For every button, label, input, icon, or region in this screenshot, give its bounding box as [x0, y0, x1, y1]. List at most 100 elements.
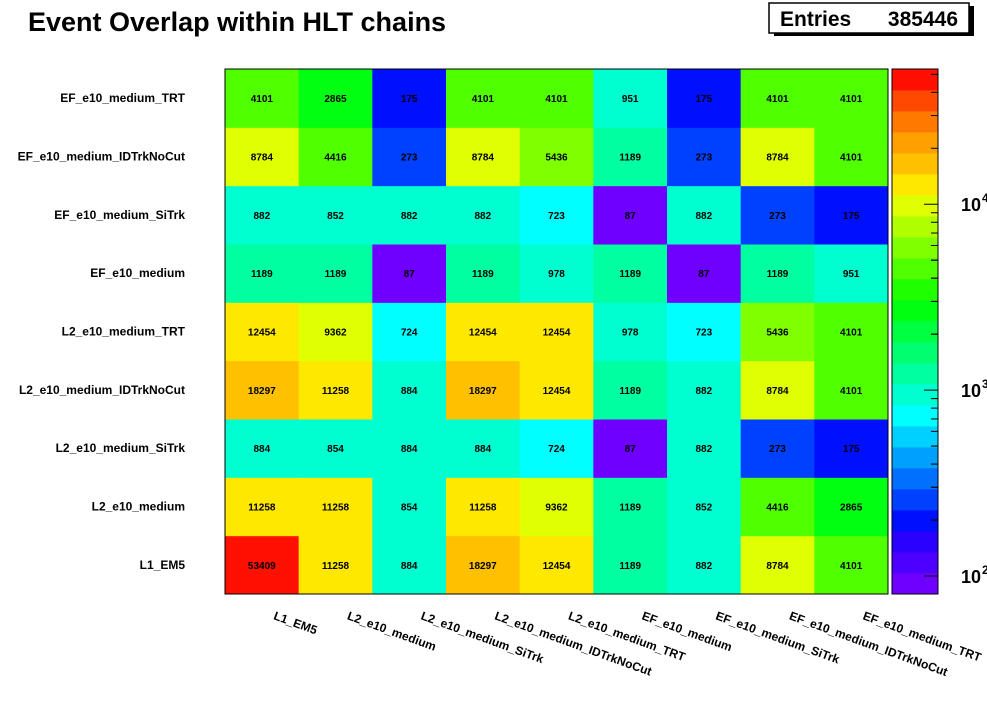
heatmap-cells: 53409 11258 884 18297 12454 1189 882 8784 4101 11…	[225, 69, 889, 595]
heatmap-cell	[593, 127, 668, 187]
cell-value-label: 882	[401, 211, 418, 222]
stats-entries-value: 385446	[888, 8, 958, 31]
heatmap-cell	[667, 69, 742, 128]
chart-title: Event Overlap within HLT chains	[28, 7, 446, 37]
color-scale-bin	[892, 405, 938, 427]
cell-value-label: 884	[401, 444, 418, 455]
heatmap-cell	[225, 477, 300, 537]
heatmap-cell	[519, 419, 594, 478]
heatmap-cell	[740, 127, 815, 187]
cell-value-label: 884	[253, 444, 270, 455]
cell-value-label: 882	[695, 444, 712, 455]
heatmap-cell	[372, 69, 447, 128]
heatmap-cell	[667, 477, 742, 537]
color-scale-tick-label: 10	[961, 567, 981, 587]
heatmap-cell	[298, 419, 373, 478]
color-scale-bin	[892, 174, 938, 196]
heatmap-cell	[519, 69, 594, 128]
cell-value-label: 2865	[324, 94, 347, 105]
color-scale-bin	[892, 426, 938, 448]
cell-value-label: 273	[769, 444, 786, 455]
heatmap-cell	[814, 302, 889, 362]
cell-value-label: 5436	[766, 328, 789, 339]
heatmap-cell	[519, 477, 594, 537]
cell-value-label: 884	[474, 444, 491, 455]
cell-value-label: 87	[404, 269, 416, 280]
cell-value-label: 4416	[766, 503, 789, 514]
heatmap-cell	[814, 185, 889, 245]
heatmap-cell	[740, 535, 815, 595]
heatmap-cell	[593, 535, 668, 595]
stats-box: Entries 385446	[768, 2, 974, 36]
cell-value-label: 11258	[322, 386, 350, 397]
x-tick-label: L2_e10_medium_SiTrk	[419, 609, 546, 667]
cell-value-label: 4101	[840, 561, 863, 572]
color-scale-bin	[892, 447, 938, 469]
cell-value-label: 273	[769, 211, 786, 222]
color-scale-bin	[892, 552, 938, 574]
cell-value-label: 978	[622, 328, 639, 339]
cell-value-label: 8784	[251, 153, 274, 164]
plot-frame	[224, 68, 889, 595]
color-scale-bin	[892, 132, 938, 154]
heatmap-cell	[298, 244, 373, 303]
heatmap-cell	[740, 185, 815, 245]
heatmap-cell	[519, 535, 594, 595]
heatmap-cell	[593, 419, 668, 478]
y-tick-label: L1_EM5	[140, 558, 186, 572]
heatmap-cell	[372, 419, 447, 478]
heatmap-cell	[593, 244, 668, 303]
cell-value-label: 4101	[840, 328, 863, 339]
heatmap-cell	[446, 302, 521, 362]
heatmap-cell	[667, 185, 742, 245]
heatmap-cell	[225, 244, 300, 303]
color-scale-bin	[892, 237, 938, 259]
heatmap-cell	[814, 419, 889, 478]
heatmap-cell	[225, 185, 300, 245]
color-scale-bin	[892, 468, 938, 490]
color-scale-frame	[891, 68, 939, 595]
heatmap-cell	[814, 360, 889, 420]
heatmap-cell	[372, 302, 447, 362]
cell-value-label: 4416	[324, 153, 347, 164]
heatmap-cell	[740, 244, 815, 303]
y-tick-label: L2_e10_medium_IDTrkNoCut	[19, 383, 185, 397]
cell-value-label: 2865	[840, 503, 863, 514]
color-scale-tick-label: 10	[961, 195, 981, 215]
cell-value-label: 4101	[472, 94, 495, 105]
y-tick-label: L2_e10_medium_SiTrk	[56, 441, 186, 455]
heatmap-cell	[593, 360, 668, 420]
cell-value-label: 18297	[248, 386, 276, 397]
cell-value-label: 1189	[619, 503, 641, 514]
cell-value-label: 4101	[766, 94, 789, 105]
heatmap-cell	[814, 69, 889, 128]
heatmap-cell	[298, 127, 373, 187]
y-tick-label: L2_e10_medium	[92, 500, 185, 514]
heatmap-cell	[814, 127, 889, 187]
color-scale-bin	[892, 384, 938, 406]
cell-value-label: 723	[548, 211, 565, 222]
heatmap-cell	[667, 127, 742, 187]
heatmap-cell	[593, 302, 668, 362]
cell-value-label: 884	[401, 561, 418, 572]
color-scale-bin	[892, 531, 938, 553]
x-axis-labels: L1_EM5 L2_e10_mediumL2_e10_medium_SiTrkL2…	[272, 609, 984, 679]
cell-value-label: 882	[474, 211, 491, 222]
heatmap-cell	[446, 419, 521, 478]
heatmap-cell	[372, 360, 447, 420]
heatmap-cell	[519, 244, 594, 303]
cell-value-label: 951	[622, 94, 639, 105]
cell-value-label: 11258	[322, 561, 350, 572]
heatmap-cell	[225, 419, 300, 478]
cell-value-label: 8784	[472, 153, 495, 164]
cell-value-label: 11258	[248, 503, 276, 514]
heatmap-cell	[667, 419, 742, 478]
heatmap-cell	[519, 360, 594, 420]
cell-value-label: 1189	[325, 269, 347, 280]
cell-value-label: 854	[327, 444, 344, 455]
heatmap-cell	[446, 127, 521, 187]
y-tick-label: EF_e10_medium_TRT	[60, 91, 185, 105]
color-scale-tick-exponent: 4	[982, 191, 987, 205]
color-scale-bin	[892, 363, 938, 385]
